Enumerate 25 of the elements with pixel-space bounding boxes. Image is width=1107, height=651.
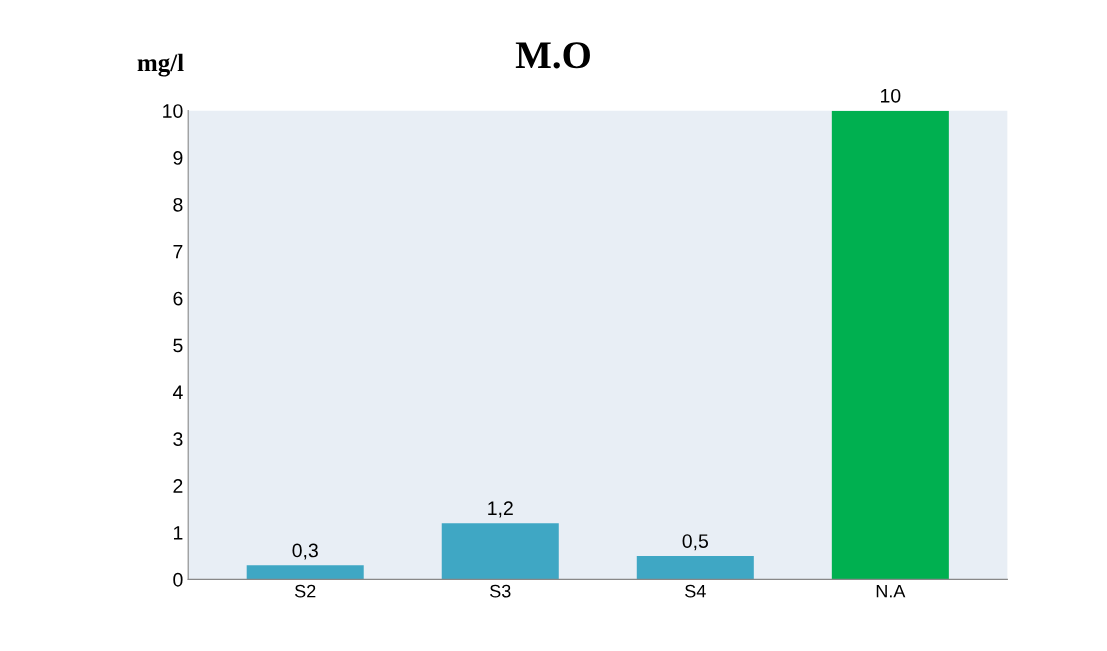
bar — [441, 523, 559, 580]
y-tick-label: 4 — [172, 385, 183, 399]
y-axis-title: mg/l — [137, 53, 184, 77]
y-tick-label: 8 — [173, 197, 183, 212]
data-label: 0,3 — [292, 543, 318, 560]
y-tick-label: 7 — [173, 244, 183, 259]
x-tick-label: S3 — [490, 584, 511, 598]
data-label: 1,2 — [488, 501, 513, 518]
y-tick-label: 2 — [173, 479, 183, 493]
y-tick-label: 1 — [174, 526, 183, 540]
x-tick-label: S4 — [685, 584, 706, 598]
data-label: 0,5 — [682, 534, 708, 551]
y-tick-label: 3 — [173, 432, 183, 447]
y-tick-label: 10 — [163, 104, 183, 118]
chart-title: M.O — [515, 42, 590, 69]
bar — [246, 565, 364, 580]
y-tick-label: 0 — [173, 572, 183, 587]
bar — [831, 110, 949, 580]
x-tick-label: N.A — [876, 584, 906, 598]
y-tick-label: 9 — [173, 151, 183, 165]
data-label: 10 — [881, 88, 901, 103]
x-tick-label: S2 — [294, 584, 316, 598]
y-tick-label: 6 — [173, 291, 183, 306]
y-tick-label: 5 — [173, 338, 183, 353]
bar — [636, 555, 754, 580]
